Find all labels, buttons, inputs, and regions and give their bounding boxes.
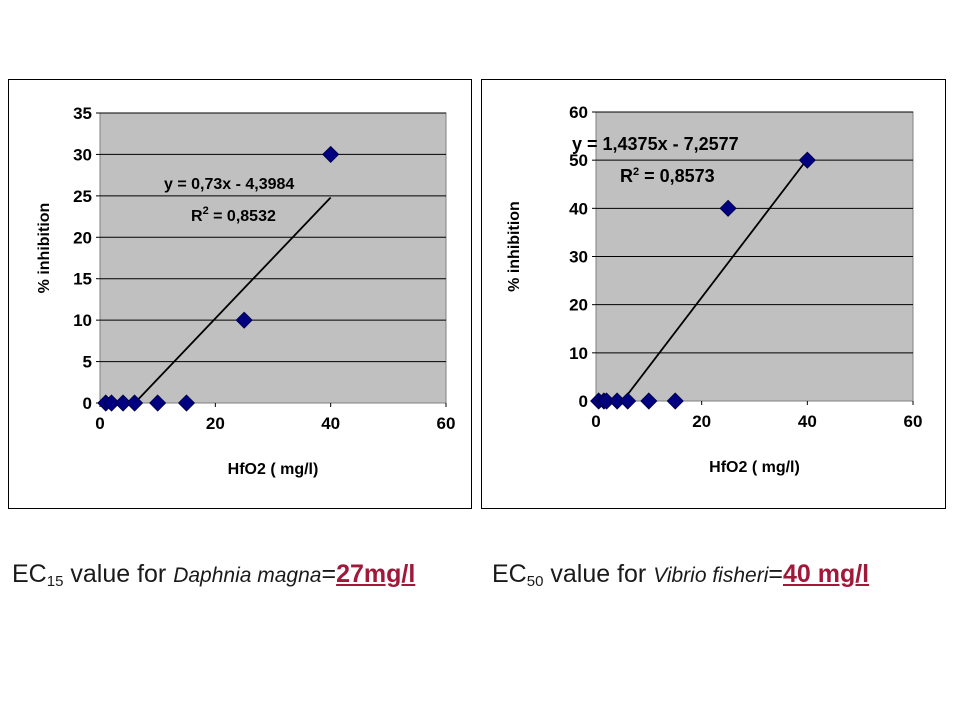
y-tick-label: 0 [579,392,588,411]
x-tick-label: 60 [904,412,923,431]
y-tick-label: 20 [569,296,588,315]
y-axis-title: % inhibition [36,203,53,294]
y-tick-label: 5 [83,353,92,372]
caption-subscript: 15 [46,573,64,590]
data-point [149,394,167,412]
caption-subscript: 50 [526,573,544,590]
caption-species: Daphnia magna [173,564,322,587]
data-point [322,145,340,163]
x-tick-label: 40 [798,412,817,431]
data-point [235,311,253,329]
y-tick-label: 60 [569,103,588,122]
ec50-caption: EC50 value for Vibrio fisheri=40 mg/l [492,560,869,589]
y-tick-label: 25 [73,187,92,206]
x-tick-label: 0 [95,414,104,433]
data-point [177,394,196,412]
caption-value: 27mg/l [336,560,416,588]
x-tick-label: 20 [692,412,711,431]
caption-middle: value for [543,560,654,588]
y-tick-label: 20 [73,228,92,247]
x-axis-title: HfO2 ( mg/l) [709,459,800,476]
r-squared-label: R2 = 0,8532 [191,205,276,225]
y-tick-label: 0 [83,394,92,413]
caption-equals: = [321,560,337,588]
y-tick-label: 10 [73,311,92,330]
trendline [621,158,809,402]
data-point [640,392,658,410]
x-tick-label: 40 [321,414,340,433]
data-point [126,394,144,412]
data-point [114,394,132,412]
chart-panel-vibrio: 0 10 20 30 40 50 60 0 20 40 60 HfO2 ( mg/l) % inhibi… [481,79,946,509]
r-squared-label: R2 = 0,8573 [620,166,715,186]
x-tick-label: 20 [206,414,225,433]
trendline-equation: y = 1,4375x - 7,2577 [572,134,739,154]
y-tick-label: 50 [569,151,588,170]
caption-prefix: EC [12,560,47,588]
y-tick-label: 15 [73,270,92,289]
data-point [719,199,737,217]
caption-value: 40 mg/l [782,560,870,588]
data-point [798,151,816,169]
x-axis-title: HfO2 ( mg/l) [228,461,319,478]
trendline [134,196,332,404]
y-tick-label: 10 [569,344,588,363]
y-tick-label: 30 [569,248,588,267]
ec15-caption: EC15 value for Daphnia magna=27mg/l [12,560,415,589]
x-tick-label: 60 [437,414,456,433]
y-tick-label: 30 [73,145,92,164]
data-point [619,392,637,410]
chart-daphnia: 0 5 10 15 20 25 30 35 0 20 40 60 HfO2 ( mg/l) % inhib… [36,104,456,478]
y-tick-label: 40 [569,199,588,218]
chart-panel-daphnia: 0 5 10 15 20 25 30 35 0 20 40 60 HfO2 ( mg/l) % inhib… [8,79,472,509]
caption-equals: = [768,560,783,588]
caption-prefix: EC [492,560,527,588]
y-tick-label: 35 [73,104,92,123]
y-axis-title: % inhibition [506,201,523,292]
data-point [666,392,684,410]
data-point [102,394,121,412]
chart-vibrio: 0 10 20 30 40 50 60 0 20 40 60 HfO2 ( mg/l) % inhibi… [506,103,923,476]
caption-species: Vibrio fisheri [653,564,769,587]
trendline-equation: y = 0,73x - 4,3984 [164,176,294,193]
x-tick-label: 0 [591,412,600,431]
caption-middle: value for [63,560,174,588]
